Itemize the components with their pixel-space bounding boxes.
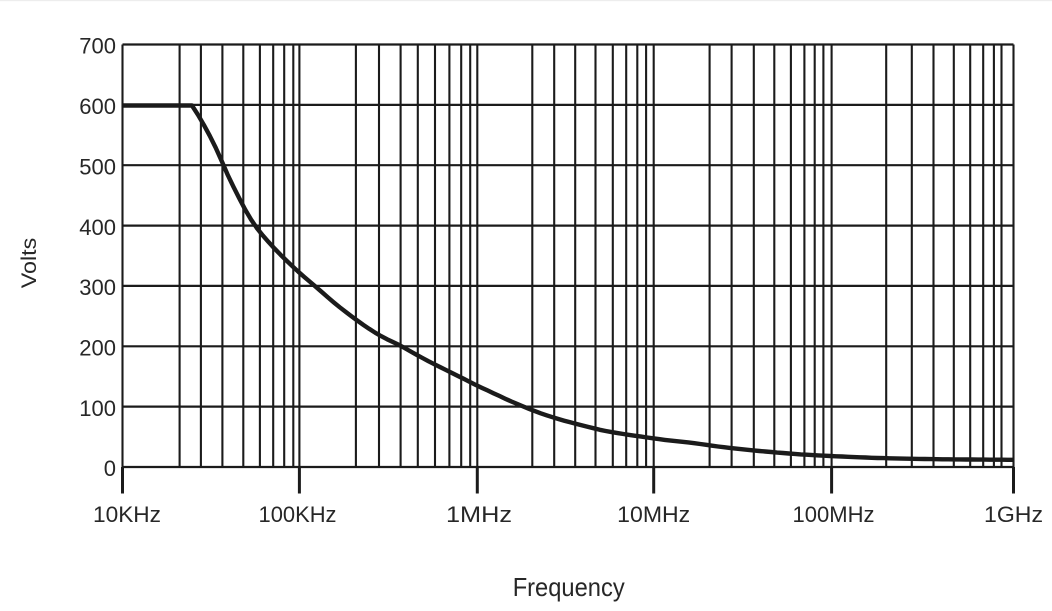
svg-text:0: 0	[104, 456, 116, 481]
svg-text:10KHz: 10KHz	[93, 502, 161, 527]
svg-text:Frequency: Frequency	[513, 572, 625, 602]
svg-text:Volts: Volts	[17, 238, 41, 289]
svg-text:100KHz: 100KHz	[259, 502, 337, 527]
svg-text:300: 300	[79, 275, 116, 300]
svg-text:10MHz: 10MHz	[617, 502, 690, 527]
svg-text:100MHz: 100MHz	[793, 502, 875, 527]
svg-text:600: 600	[79, 94, 116, 119]
svg-text:500: 500	[79, 154, 116, 179]
svg-text:1MHz: 1MHz	[446, 502, 512, 527]
svg-text:1GHz: 1GHz	[984, 502, 1043, 527]
svg-text:100: 100	[79, 396, 116, 421]
svg-text:700: 700	[79, 34, 116, 59]
svg-text:200: 200	[79, 336, 116, 361]
svg-text:400: 400	[79, 215, 116, 240]
